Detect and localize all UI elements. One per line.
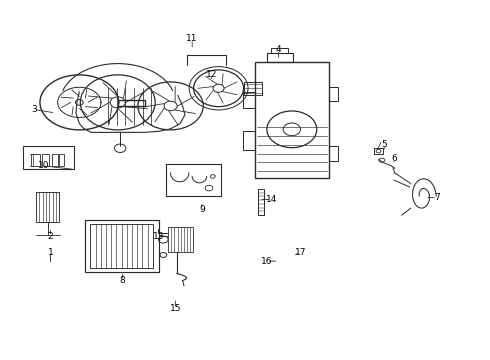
Bar [329,86,338,100]
Bar [244,82,262,95]
Bar [52,153,58,166]
Text: 4: 4 [276,45,281,54]
Text: 1: 1 [48,248,53,257]
Text: 8: 8 [120,276,125,285]
Text: 7: 7 [434,193,440,202]
Bar [85,220,159,273]
Bar [36,192,59,222]
Bar [168,227,193,252]
Bar [374,148,383,154]
Text: 9: 9 [199,206,205,215]
Text: 3: 3 [31,105,37,114]
Bar [255,62,329,178]
Bar [23,147,74,170]
Bar [258,189,264,215]
Bar [243,92,255,108]
Bar [59,153,65,166]
Text: 12: 12 [206,70,217,79]
Text: 16: 16 [261,257,272,266]
Text: 11: 11 [186,34,198,43]
Text: 10: 10 [38,161,49,170]
Bar [243,131,255,150]
Text: 13: 13 [153,232,164,241]
Text: 6: 6 [391,154,397,163]
Bar [90,224,153,268]
Bar [31,153,40,166]
Bar [267,53,293,62]
Text: 2: 2 [48,232,53,241]
Bar [166,164,221,196]
Text: 17: 17 [294,248,306,257]
Text: 15: 15 [170,304,181,313]
Text: 5: 5 [381,140,387,149]
Bar [42,153,49,166]
Bar [329,147,338,161]
Bar [271,48,288,53]
Text: 14: 14 [266,195,277,204]
